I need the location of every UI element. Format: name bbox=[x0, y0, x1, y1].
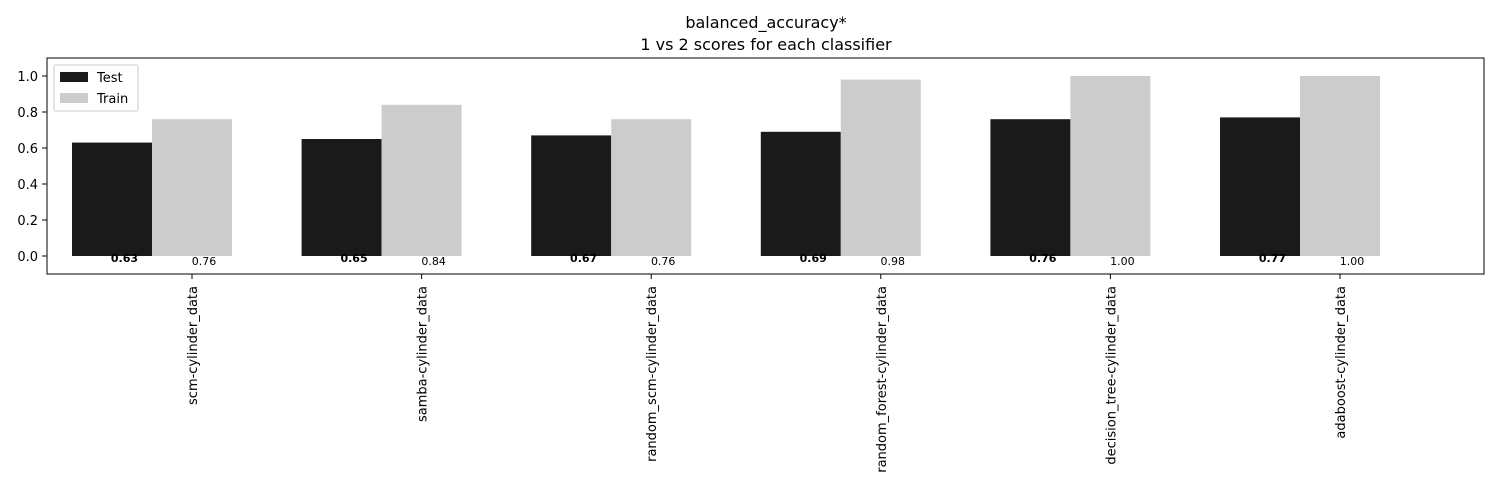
value-label-train-4: 1.00 bbox=[1110, 255, 1135, 268]
bar-train-3 bbox=[840, 79, 921, 256]
value-label-train-0: 0.76 bbox=[192, 255, 217, 268]
value-label-train-5: 1.00 bbox=[1340, 255, 1365, 268]
bar-train-1 bbox=[381, 104, 462, 256]
x-tick-label-5: adaboost-cylinder_data bbox=[1334, 286, 1349, 439]
y-axis: 0.0 0.2 0.4 0.6 0.8 1.0 bbox=[17, 70, 47, 265]
bars-layer bbox=[72, 76, 1380, 257]
legend-label-train: Train bbox=[96, 92, 128, 107]
bar-train-5 bbox=[1300, 76, 1380, 256]
value-label-test-2: 0.67 bbox=[570, 252, 597, 265]
legend: Test Train bbox=[53, 64, 139, 112]
bar-train-4 bbox=[1070, 76, 1151, 256]
bar-test-2 bbox=[531, 135, 612, 256]
x-tick-label-2: random_scm-cylinder_data bbox=[645, 286, 660, 462]
x-axis: scm-cylinder_data samba-cylinder_data rand… bbox=[186, 274, 1349, 473]
x-tick-label-4: decision_tree-cylinder_data bbox=[1104, 286, 1119, 465]
x-tick-label-0: scm-cylinder_data bbox=[186, 286, 201, 405]
bar-test-4 bbox=[990, 119, 1071, 256]
value-label-train-1: 0.84 bbox=[421, 255, 446, 268]
y-tick-label-4: 0.8 bbox=[17, 106, 38, 121]
y-tick-label-3: 0.6 bbox=[17, 142, 38, 157]
y-tick-label-2: 0.4 bbox=[17, 178, 38, 193]
value-label-test-3: 0.69 bbox=[800, 252, 827, 265]
x-tick-label-3: random_forest-cylinder_data bbox=[875, 286, 890, 473]
value-labels-layer: 0.63 0.76 0.65 0.84 0.67 0.76 0.69 0.98 0.76 1.00… bbox=[111, 252, 1364, 268]
bar-train-2 bbox=[611, 119, 692, 256]
bar-test-1 bbox=[301, 139, 382, 256]
legend-label-test: Test bbox=[96, 71, 123, 86]
value-label-test-5: 0.77 bbox=[1259, 252, 1286, 265]
bar-test-3 bbox=[760, 131, 841, 256]
legend-swatch-test bbox=[60, 72, 88, 82]
y-tick-label-0: 0.0 bbox=[17, 250, 38, 265]
value-label-train-3: 0.98 bbox=[881, 255, 906, 268]
bar-test-0 bbox=[72, 142, 152, 256]
chart-title: balanced_accuracy* bbox=[685, 13, 846, 33]
legend-swatch-train bbox=[60, 93, 88, 103]
value-label-test-0: 0.63 bbox=[111, 252, 138, 265]
y-tick-label-5: 1.0 bbox=[17, 70, 38, 85]
bar-test-5 bbox=[1220, 117, 1300, 257]
chart-subtitle: 1 vs 2 scores for each classifier bbox=[640, 35, 892, 54]
bar-train-0 bbox=[152, 119, 232, 256]
value-label-train-2: 0.76 bbox=[651, 255, 676, 268]
value-label-test-1: 0.65 bbox=[340, 252, 367, 265]
x-tick-label-1: samba-cylinder_data bbox=[416, 286, 431, 422]
y-tick-label-1: 0.2 bbox=[17, 214, 38, 229]
plot-area-frame bbox=[46, 57, 1485, 275]
value-label-test-4: 0.76 bbox=[1029, 252, 1056, 265]
